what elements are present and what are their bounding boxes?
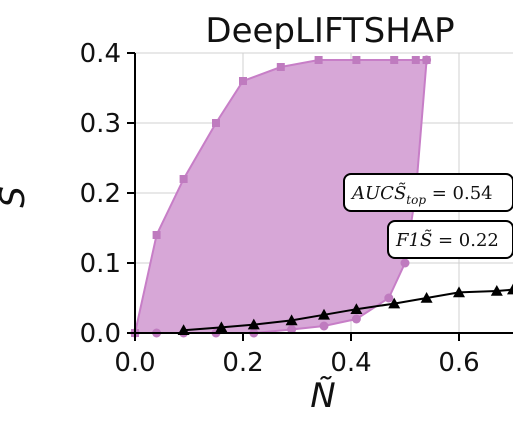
curve-marker bbox=[507, 283, 513, 295]
annotation-auc-top-label: AUCS̃top = 0.54 bbox=[350, 182, 493, 207]
upper-marker bbox=[212, 119, 220, 127]
y-axis-label: S̃ bbox=[0, 186, 33, 208]
region-fill bbox=[135, 60, 427, 333]
upper-marker bbox=[152, 231, 161, 239]
lower-marker bbox=[384, 293, 394, 303]
upper-marker bbox=[314, 56, 323, 64]
upper-marker bbox=[239, 77, 247, 85]
annotation-f1-label: F1S̃ = 0.22 bbox=[395, 229, 499, 251]
x-tick-label: 0.6 bbox=[438, 348, 479, 378]
y-tick-label: 0.0 bbox=[80, 319, 121, 349]
chart-title: DeepLIFTSHAP bbox=[205, 11, 454, 51]
lower-marker bbox=[400, 258, 410, 268]
y-tick-label: 0.4 bbox=[80, 39, 121, 69]
annotation-auc-top: AUCS̃top = 0.54 bbox=[343, 173, 513, 212]
curve-marker bbox=[285, 314, 298, 326]
annotation-f1: F1S̃ = 0.22 bbox=[387, 220, 513, 259]
upper-marker bbox=[411, 56, 420, 64]
curve-marker bbox=[453, 286, 465, 298]
curve-marker bbox=[215, 321, 228, 333]
y-tick-label: 0.1 bbox=[80, 249, 121, 279]
x-axis-label: Ñ bbox=[310, 376, 335, 416]
y-tick-label: 0.3 bbox=[80, 109, 121, 139]
upper-marker bbox=[352, 56, 361, 64]
lower-marker bbox=[287, 325, 297, 334]
y-tick-label: 0.2 bbox=[80, 179, 121, 209]
curve-marker bbox=[388, 297, 401, 309]
upper-marker bbox=[179, 175, 188, 183]
curve-marker bbox=[247, 318, 260, 330]
curve-marker bbox=[318, 308, 330, 320]
lower-marker bbox=[319, 321, 329, 331]
upper-marker bbox=[276, 63, 285, 71]
curve-marker bbox=[350, 303, 363, 314]
x-tick-label: 0.2 bbox=[222, 348, 263, 378]
curve-marker bbox=[490, 285, 503, 296]
upper-marker bbox=[390, 56, 399, 64]
lower-marker bbox=[422, 55, 432, 65]
x-tick-label: 0.0 bbox=[114, 348, 155, 378]
lower-marker bbox=[351, 314, 361, 324]
x-tick-label: 0.4 bbox=[330, 348, 371, 378]
curve-marker bbox=[420, 292, 433, 303]
